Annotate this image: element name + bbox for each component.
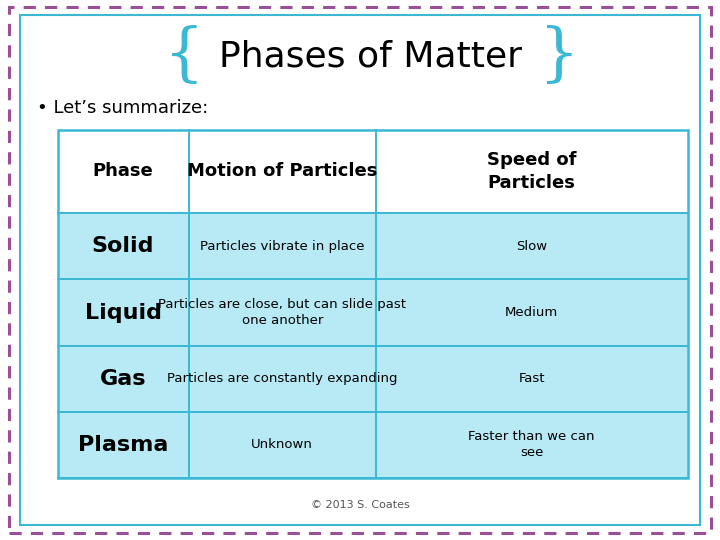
Text: Phases of Matter: Phases of Matter [220,40,522,73]
Text: Liquid: Liquid [85,302,161,322]
Text: Motion of Particles: Motion of Particles [187,163,377,180]
Text: Slow: Slow [516,240,547,253]
Text: © 2013 S. Coates: © 2013 S. Coates [310,500,410,510]
Text: • Let’s summarize:: • Let’s summarize: [37,99,209,117]
FancyBboxPatch shape [58,213,688,280]
FancyBboxPatch shape [58,346,688,411]
FancyBboxPatch shape [58,411,688,478]
Text: Particles are close, but can slide past
one another: Particles are close, but can slide past … [158,298,406,327]
Text: {: { [163,26,204,87]
Text: }: } [538,26,578,87]
Text: Particles are constantly expanding: Particles are constantly expanding [167,372,397,385]
Text: Phase: Phase [93,163,153,180]
Text: Gas: Gas [100,369,146,389]
Text: Unknown: Unknown [251,438,313,451]
FancyBboxPatch shape [58,130,688,213]
Text: Speed of
Particles: Speed of Particles [487,151,577,192]
Text: Medium: Medium [505,306,558,319]
Text: Solid: Solid [92,237,154,256]
FancyBboxPatch shape [58,280,688,346]
Text: Faster than we can
see: Faster than we can see [469,430,595,460]
Text: Plasma: Plasma [78,435,168,455]
Text: Fast: Fast [518,372,545,385]
Text: Particles vibrate in place: Particles vibrate in place [200,240,364,253]
